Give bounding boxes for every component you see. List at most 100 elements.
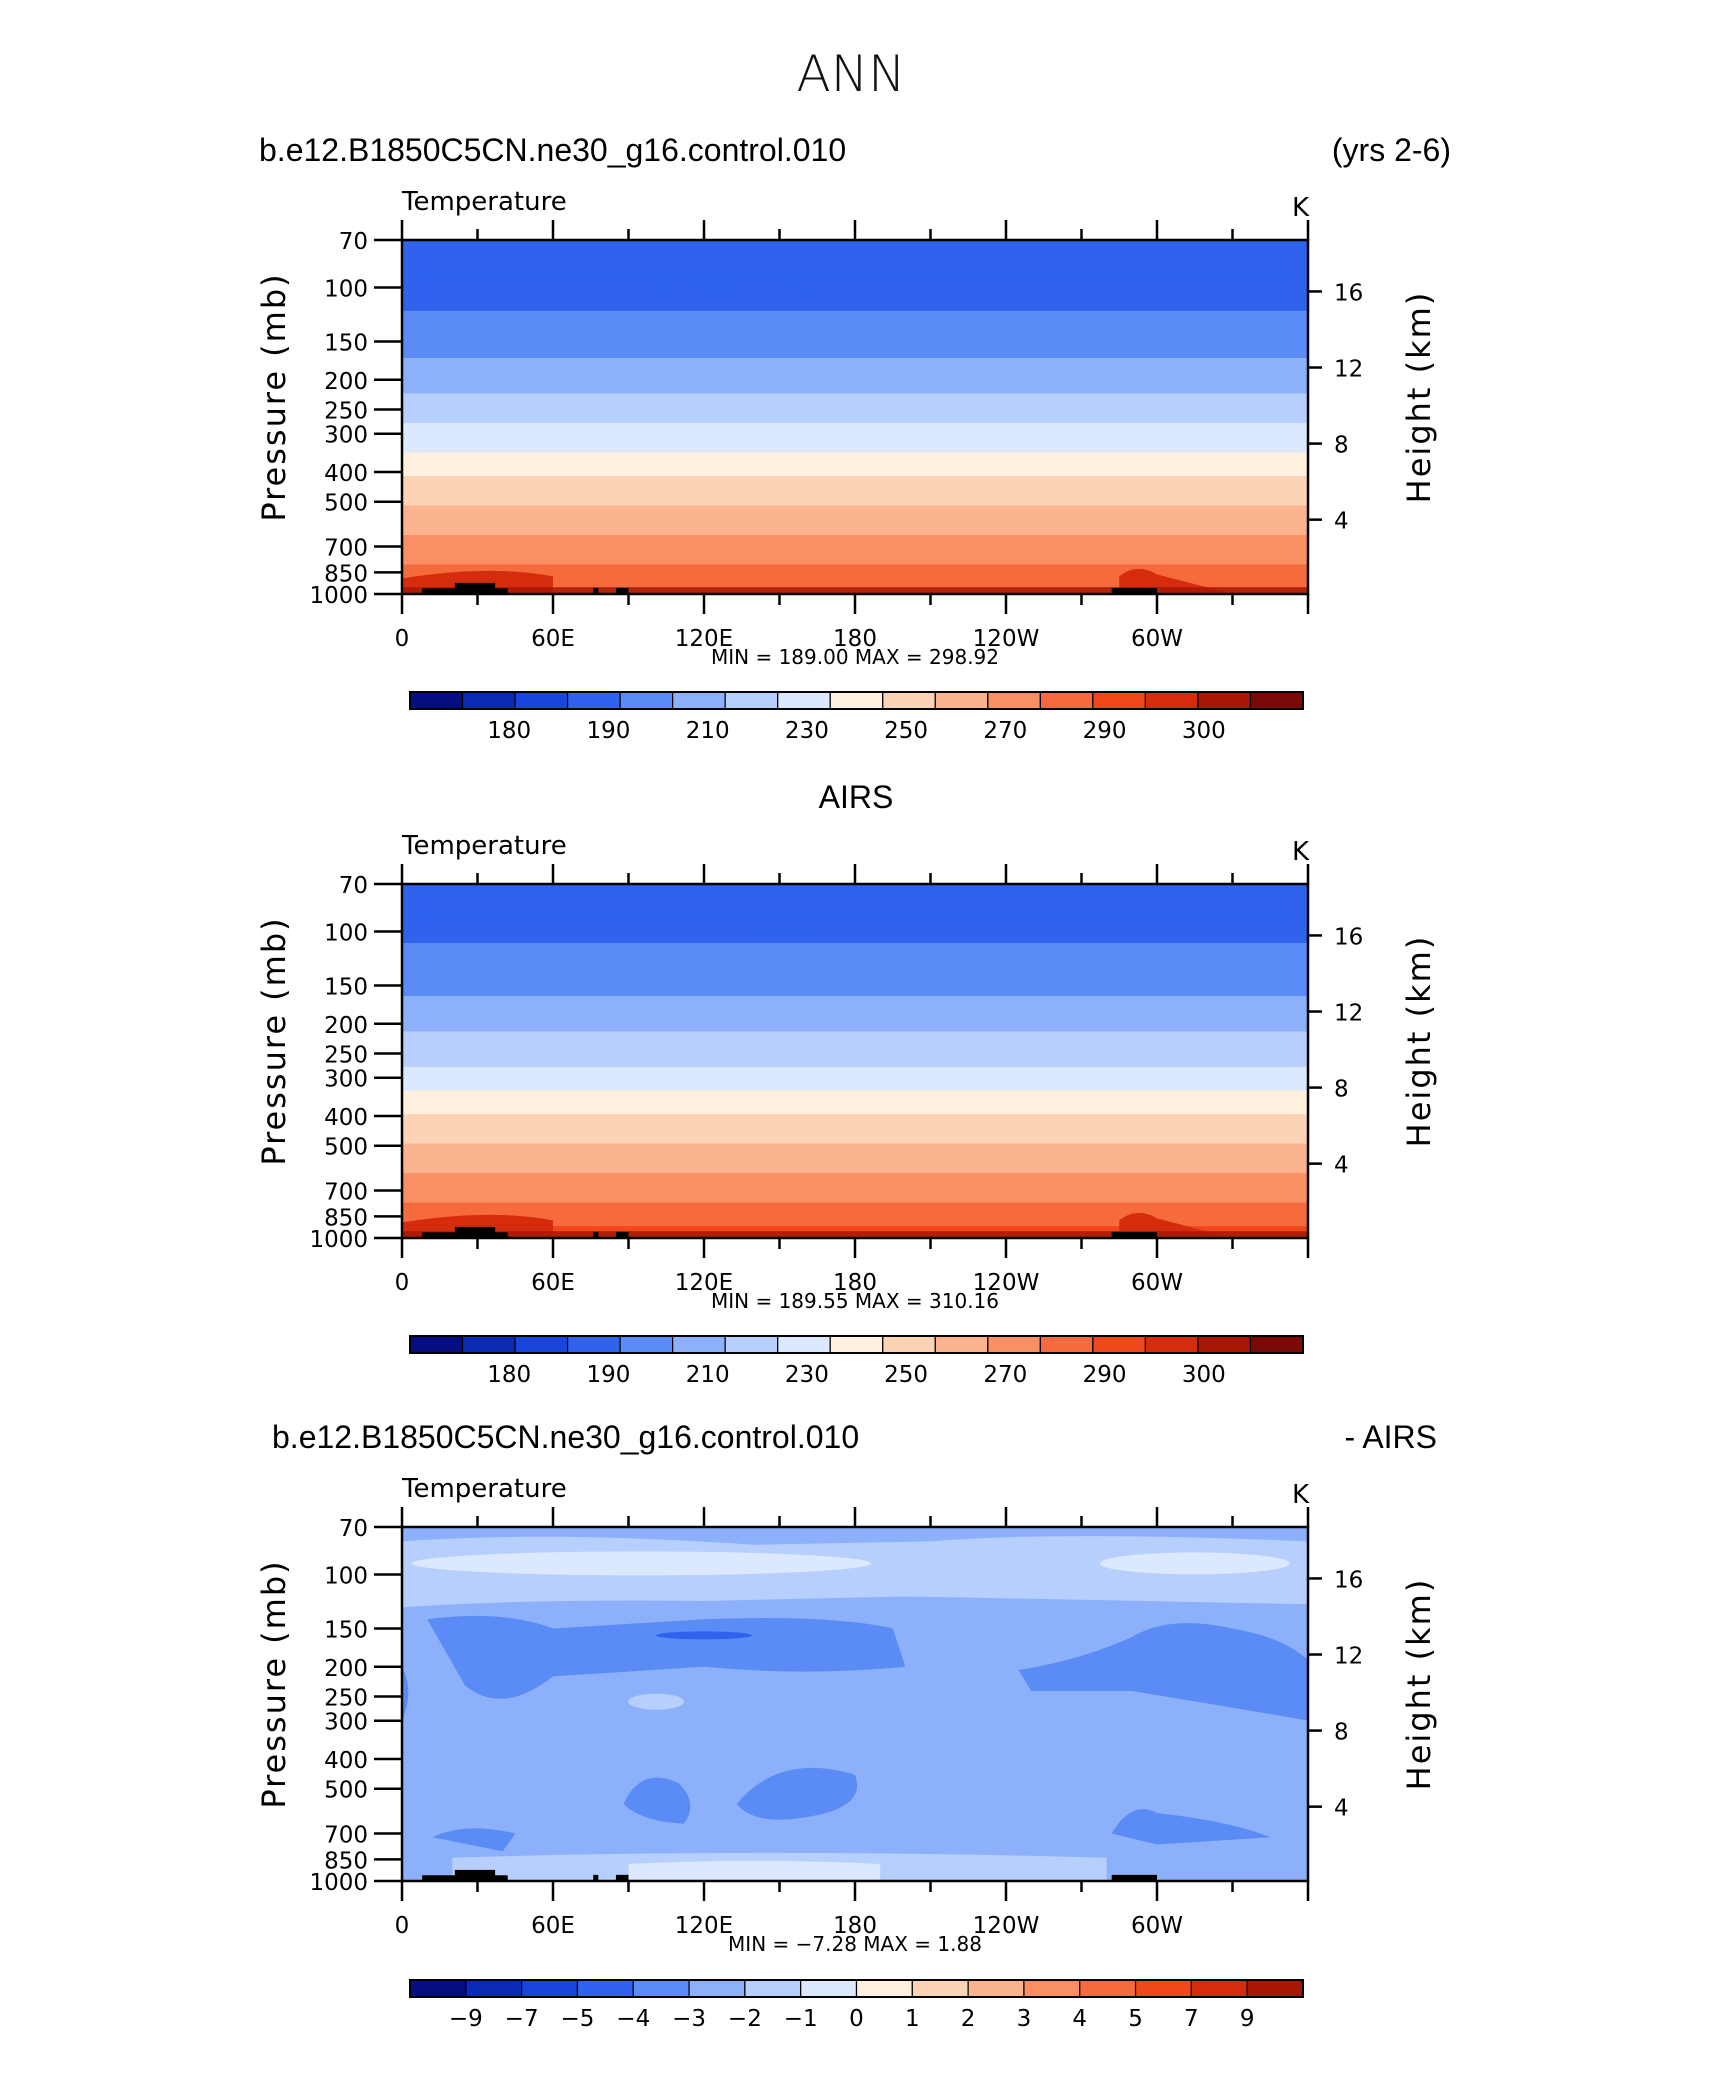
contour-band	[402, 240, 1308, 247]
colorbar-swatch	[1197, 1335, 1252, 1354]
y-tick-label: 500	[324, 1135, 368, 1161]
colorbar-swatch	[465, 1979, 523, 1998]
x-tick-label: 120W	[973, 1270, 1040, 1296]
contour-band	[402, 1114, 1308, 1121]
contour-band	[402, 316, 1308, 324]
panel3-suffix: - AIRS	[1345, 1419, 1437, 1455]
colorbar-swatch	[1197, 691, 1252, 710]
y-tick-label: 500	[324, 491, 368, 517]
colorbar-swatch	[1249, 691, 1304, 710]
contour-band	[402, 393, 1308, 400]
colorbar-frame	[409, 691, 1304, 710]
topography-mask	[593, 587, 599, 594]
y-right-axis-title: Height (km)	[1400, 935, 1438, 1148]
colorbar-swatch	[967, 1979, 1025, 1998]
cold-core-contour	[742, 928, 827, 934]
contour-band	[402, 558, 1308, 566]
contour-band	[402, 954, 1308, 962]
colorbar-swatch	[934, 1335, 989, 1354]
min-max-label: MIN = −7.28 MAX = 1.88	[728, 1932, 982, 1956]
x-tick-label: 120W	[973, 1913, 1040, 1939]
contour-band	[402, 511, 1308, 518]
surface-warm-contour	[402, 587, 1308, 594]
colorbar-swatch	[1092, 691, 1147, 710]
contour-band	[402, 251, 1308, 259]
contour-band	[402, 464, 1308, 471]
topography-mask	[1111, 1874, 1157, 1881]
colorbar-label: 9	[1240, 2006, 1255, 2032]
colorbar-swatch	[672, 691, 726, 710]
contour-band	[402, 937, 1308, 944]
contour-band	[402, 535, 1308, 542]
axes: 7010015020025030040050070085010001612840…	[255, 831, 1438, 1388]
contour-midlevel-core	[656, 1631, 752, 1640]
topography-mask	[422, 1232, 478, 1238]
contour-band	[402, 476, 1308, 483]
contour-band	[402, 517, 1308, 524]
contour-upper-core	[411, 1551, 872, 1576]
contour-band	[402, 582, 1308, 589]
contour-band	[402, 328, 1308, 335]
colorbar-swatch	[1039, 1335, 1094, 1354]
contour-fill	[402, 1527, 1308, 1881]
colorbar-swatch	[461, 1335, 516, 1354]
colorbar-swatch	[855, 1979, 913, 1998]
y-right-tick-label: 16	[1334, 280, 1363, 306]
contour-band	[402, 358, 1308, 365]
contour-band	[402, 299, 1308, 306]
y-tick-label: 1000	[309, 1227, 368, 1253]
y-tick-label: 70	[339, 1516, 368, 1542]
x-tick-label: 60E	[531, 1913, 575, 1939]
contour-band	[402, 263, 1308, 271]
contour-band	[402, 1202, 1308, 1210]
colorbar-label: 300	[1182, 718, 1226, 744]
contour-band	[402, 1226, 1308, 1233]
axes: 7010015020025030040050070085010001612840…	[255, 187, 1438, 744]
colorbar-label: 190	[586, 1362, 630, 1388]
colorbar-label: 230	[785, 718, 829, 744]
contour-band	[402, 1120, 1308, 1127]
contour-band	[402, 257, 1308, 265]
contour-band	[402, 1184, 1308, 1192]
topography-mask	[615, 1231, 629, 1238]
contour-blob	[736, 1767, 858, 1820]
panel-title: Temperature	[401, 1474, 567, 1504]
contour-band	[402, 369, 1308, 377]
contour-band	[402, 552, 1308, 560]
y-tick-label: 150	[324, 330, 368, 356]
min-max-label: MIN = 189.00 MAX = 298.92	[711, 645, 999, 669]
contour-band	[402, 434, 1308, 442]
colorbar-label: −1	[784, 2006, 818, 2032]
contour-band	[402, 1173, 1308, 1180]
contour-band	[402, 570, 1308, 577]
colorbar-label: −5	[560, 2006, 594, 2032]
y-tick-label: 300	[324, 423, 368, 449]
y-tick-label: 200	[324, 1656, 368, 1682]
contour-band	[402, 452, 1308, 459]
contour-midlevel-band	[1018, 1623, 1308, 1721]
topography-mask	[492, 1875, 508, 1881]
y-tick-label: 250	[324, 1685, 368, 1711]
y-tick-label: 200	[324, 1013, 368, 1039]
contour-band	[402, 1190, 1308, 1198]
contour-band	[402, 269, 1308, 276]
x-tick-label: 60E	[531, 1270, 575, 1296]
colorbar-swatch	[800, 1979, 858, 1998]
contour-blob	[1111, 1808, 1271, 1845]
contour-band	[402, 884, 1308, 891]
colorbar-swatch	[1190, 1979, 1248, 1998]
contour-band	[402, 428, 1308, 436]
topography-mask	[454, 582, 496, 594]
colorbar-label: −2	[728, 2006, 762, 2032]
contour-band	[402, 1137, 1308, 1145]
colorbar-label: −4	[616, 2006, 650, 2032]
x-tick-label: 60W	[1131, 1270, 1183, 1296]
contour-band	[402, 943, 1308, 950]
colorbar-frame	[409, 1979, 1304, 1998]
panel-difference: 7010015020025030040050070085010001612840…	[255, 1474, 1438, 2032]
x-tick-label: 60W	[1131, 626, 1183, 652]
contour-band	[402, 1167, 1308, 1174]
units-label: K	[1292, 1480, 1310, 1510]
contour-band	[402, 901, 1308, 909]
colorbar-swatch	[1079, 1979, 1137, 1998]
